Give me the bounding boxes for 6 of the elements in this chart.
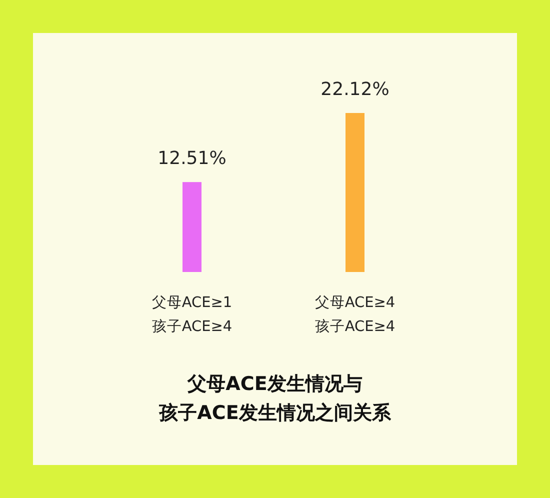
text: 孩子ACE发生情况之间关系 (158, 402, 392, 424)
text: 父母ACE发生情况与 (186, 373, 362, 395)
data-label: 12.51% (158, 148, 226, 170)
x-tick-label: 父母ACE≥1 孩子ACE≥4 (152, 294, 232, 335)
x-tick-label: 父母ACE≥4 孩子ACE≥4 (314, 294, 396, 335)
data-label: 22.12% (320, 79, 390, 100)
